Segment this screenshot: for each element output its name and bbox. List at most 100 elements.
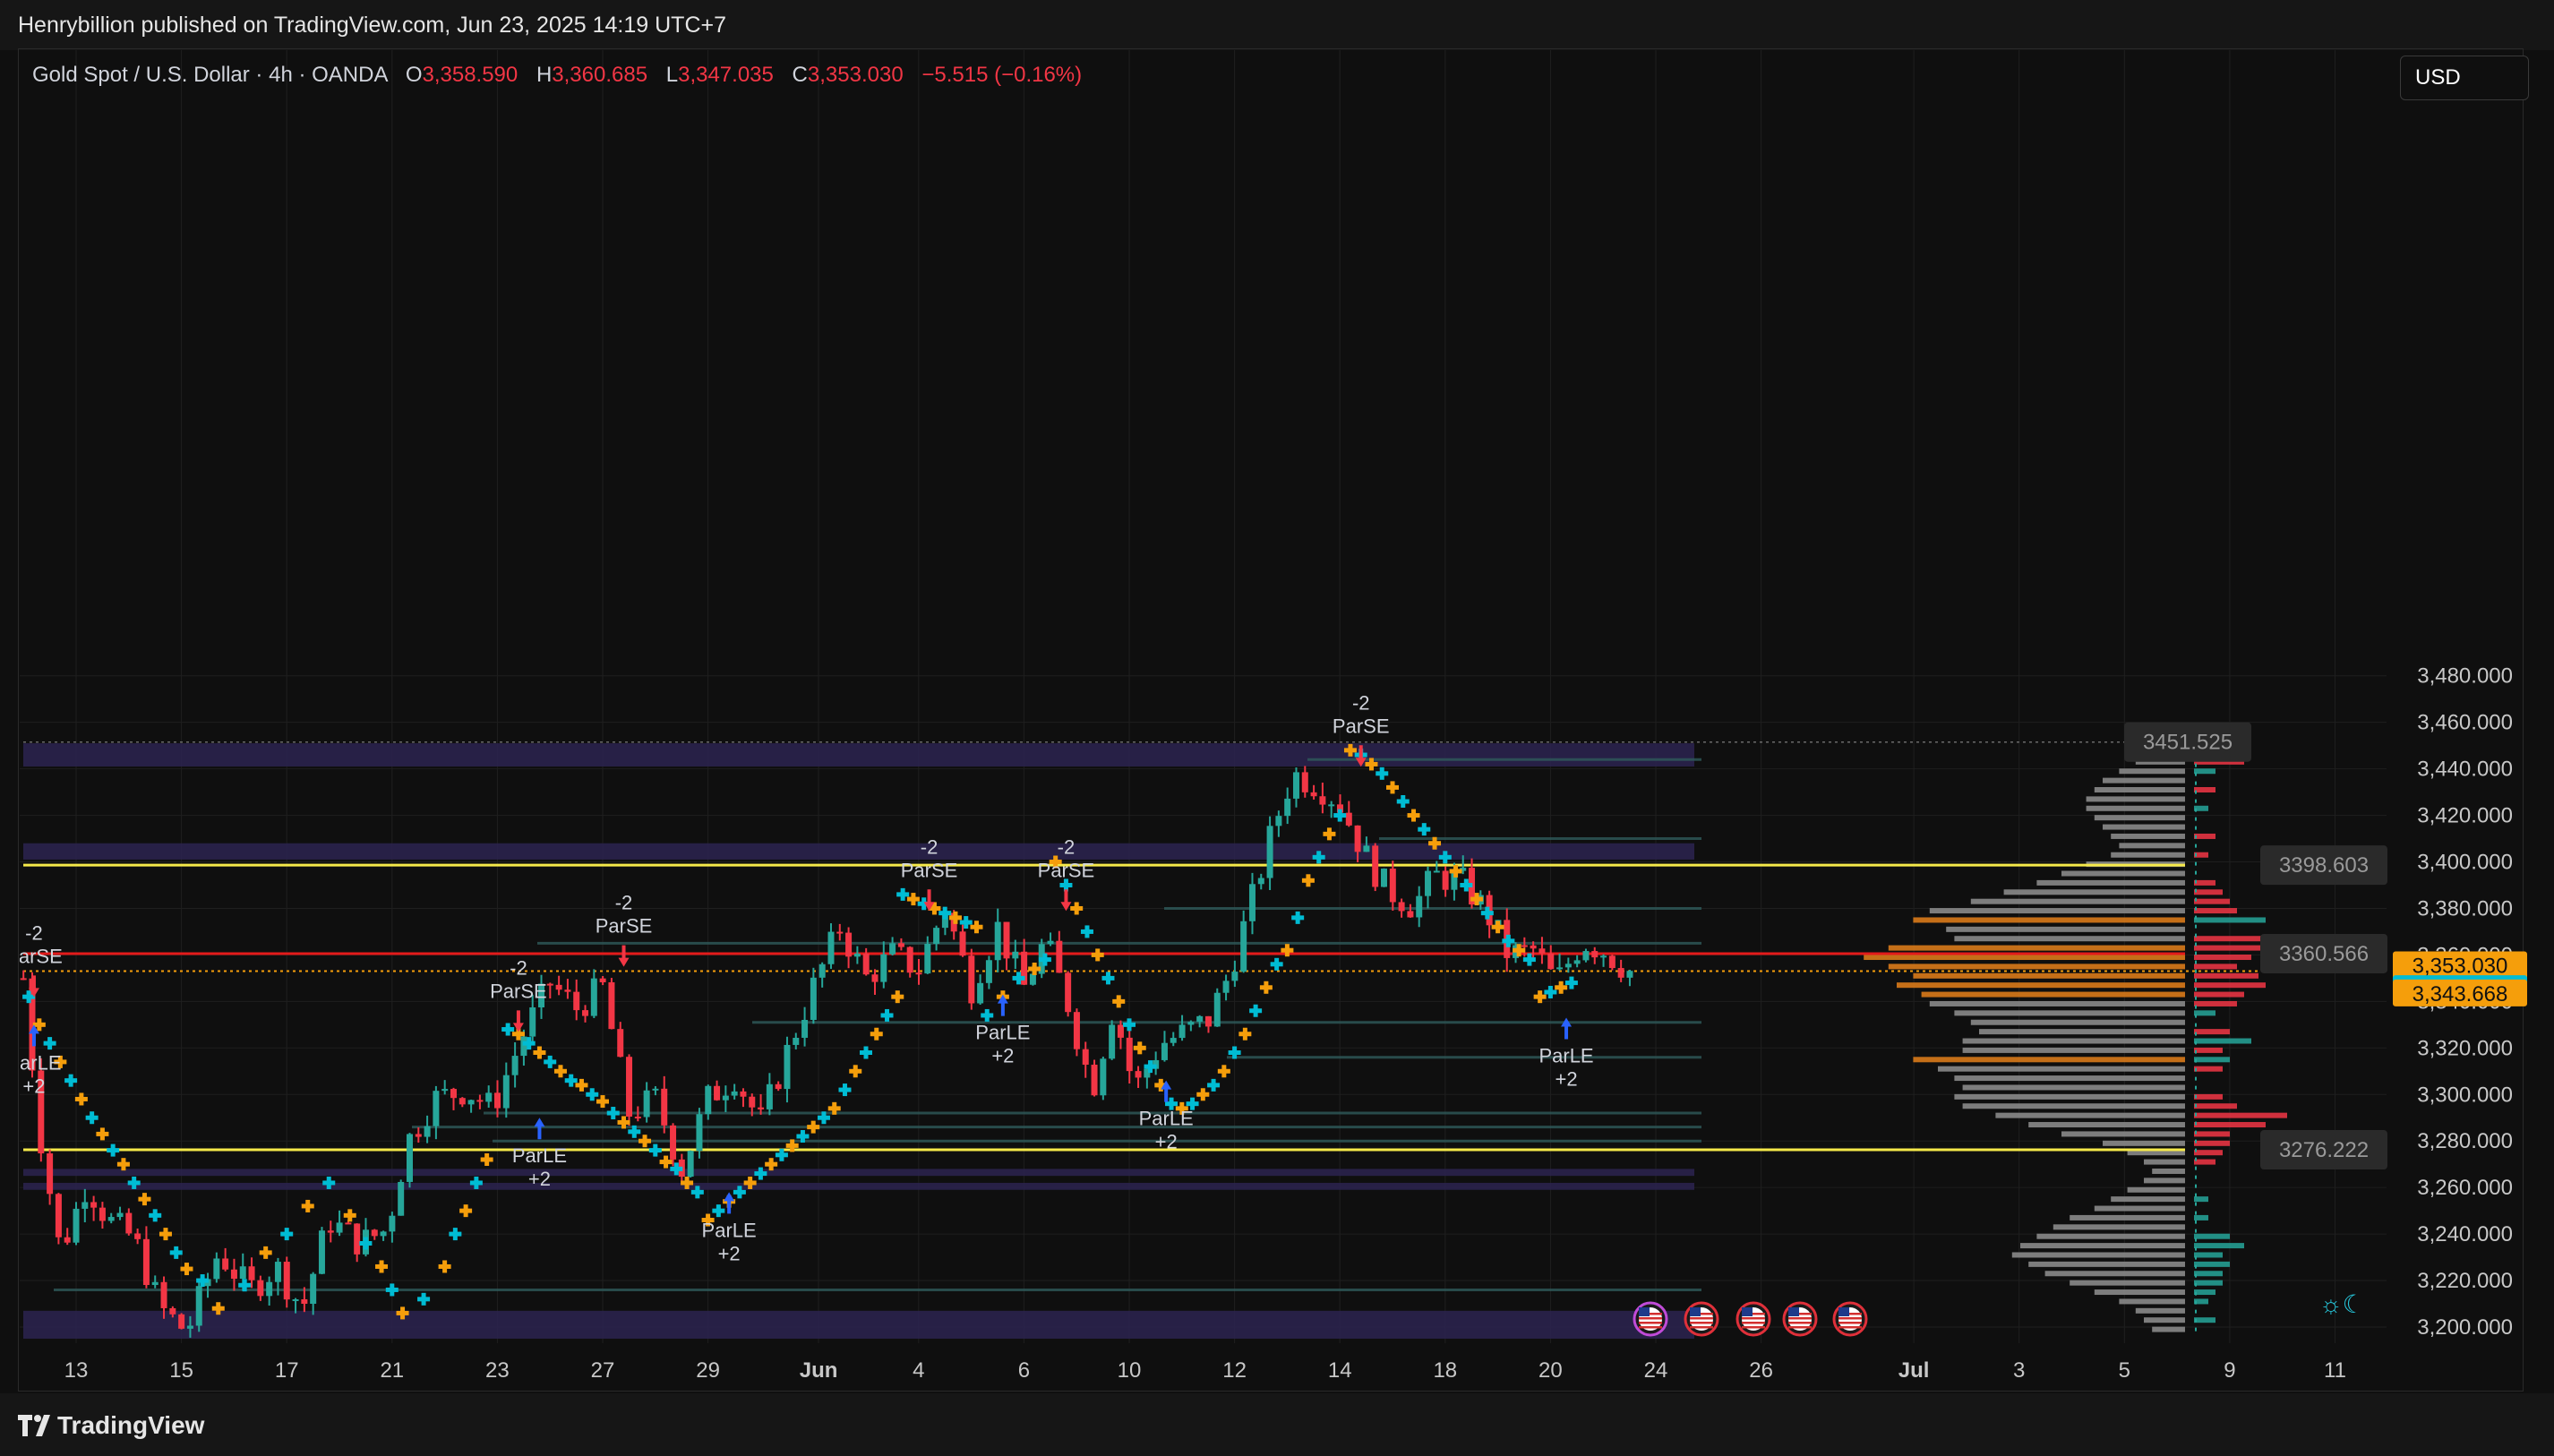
- candle-body: [1144, 1068, 1151, 1078]
- sar-dot-v: [1264, 981, 1269, 994]
- volume-profile-bar: [2152, 1326, 2185, 1332]
- volume-profile-bar: [2036, 879, 2185, 886]
- sar-dot-v: [921, 897, 927, 911]
- candle-body: [1213, 992, 1221, 1027]
- candle-body: [494, 1092, 501, 1109]
- supply-demand-zone: [23, 843, 1694, 860]
- candle-body: [1442, 870, 1449, 890]
- tradingview-brand[interactable]: TradingView: [57, 1411, 205, 1439]
- signal-label-qty: +2: [1155, 1131, 1178, 1153]
- sar-dot-v: [516, 1027, 521, 1041]
- sar-dot: [169, 1246, 183, 1259]
- volume-profile-bar: [1970, 1019, 2185, 1025]
- candle-body: [107, 1217, 115, 1221]
- tradingview-logo-icon[interactable]: [16, 1411, 52, 1440]
- signal-label-name: ParSE: [5, 945, 63, 967]
- sar-dot: [575, 1078, 588, 1092]
- sar-dot: [1502, 934, 1515, 947]
- sar-dot-v: [853, 1065, 858, 1078]
- open-value: 3,358.590: [422, 63, 519, 87]
- candle-body: [1564, 964, 1572, 968]
- volume-profile-side-bar: [2194, 833, 2215, 839]
- candle-body: [178, 1314, 185, 1329]
- volume-profile-side-bar: [2194, 1261, 2230, 1267]
- candle-body: [29, 978, 36, 1071]
- sar-dot: [807, 1120, 820, 1134]
- candle-body: [687, 1151, 694, 1178]
- candle-body: [1021, 951, 1028, 985]
- volume-profile-bar: [2127, 1186, 2185, 1193]
- volume-profile-side-bar: [2194, 917, 2266, 923]
- volume-profile-bar: [2144, 1159, 2185, 1165]
- volume-profile-bar: [1962, 1047, 2185, 1053]
- volume-profile-bar: [2144, 1317, 2185, 1323]
- candle-body: [1109, 1024, 1116, 1059]
- theme-icon[interactable]: ☼☾: [2319, 1290, 2365, 1318]
- high-value: 3,360.685: [552, 63, 648, 87]
- volume-profile-side-bar: [2194, 955, 2251, 961]
- sar-dot: [469, 1176, 483, 1189]
- sar-dot-v: [1169, 1097, 1174, 1110]
- volume-profile-bar: [2044, 1271, 2185, 1277]
- volume-profile-side-bar: [2194, 1103, 2237, 1109]
- sar-dot-v: [1316, 851, 1322, 864]
- candle-body: [1538, 948, 1546, 954]
- candle-body: [1012, 951, 1019, 959]
- sar-dot: [1228, 1046, 1241, 1059]
- sar-dot-v: [558, 1065, 563, 1078]
- sar-dot: [544, 1055, 557, 1068]
- candle-body: [634, 1117, 641, 1119]
- symbol-title[interactable]: Gold Spot / U.S. Dollar · 4h · OANDA: [32, 63, 388, 87]
- supply-demand-zone: [23, 1310, 1694, 1339]
- sar-dot-v: [1474, 893, 1479, 906]
- candle-body: [1082, 1049, 1089, 1066]
- sar-dot: [1438, 851, 1452, 864]
- candle-body: [705, 1085, 712, 1115]
- candle-body: [248, 1266, 255, 1280]
- price-label-text: 3,353.030: [2413, 955, 2508, 979]
- flag-stripe: [1639, 1326, 1662, 1329]
- sar-dot: [1564, 976, 1578, 989]
- sar-dot-v: [141, 1193, 147, 1206]
- x-tick-label: 23: [485, 1358, 510, 1383]
- volume-profile-side-bar: [2194, 1029, 2230, 1035]
- sar-dot-v: [569, 1074, 574, 1087]
- candle-body: [389, 1215, 396, 1232]
- volume-profile-bar: [1938, 1066, 2185, 1072]
- sar-dot-v: [1074, 902, 1079, 915]
- candle-body: [1617, 968, 1624, 978]
- sar-dot-v: [737, 1186, 742, 1199]
- sar-dot: [1270, 957, 1283, 971]
- y-tick-label: 3,440.000: [2417, 758, 2513, 782]
- volume-profile-side-bar: [2194, 1047, 2223, 1053]
- sar-dot: [1301, 874, 1315, 887]
- sar-dot: [1343, 743, 1357, 757]
- candle-body: [55, 1194, 62, 1238]
- sar-dot-v: [379, 1260, 384, 1273]
- sar-dot: [817, 1111, 830, 1125]
- volume-profile-side-bar: [2194, 805, 2208, 811]
- sar-dot-v: [579, 1078, 584, 1092]
- signal-arrow-up-icon: [534, 1118, 545, 1140]
- candle-body: [380, 1231, 387, 1237]
- volume-profile-bar: [1954, 1093, 2185, 1100]
- candle-body: [38, 1070, 45, 1154]
- chart-frame: [18, 48, 2524, 1392]
- currency-button[interactable]: USD: [2400, 56, 2529, 100]
- volume-profile-side-bar: [2194, 889, 2223, 895]
- signal-label-name: ParSE: [1333, 715, 1390, 737]
- sar-dot-v: [1558, 981, 1564, 994]
- sar-dot-v: [347, 1209, 353, 1222]
- sar-dot: [1238, 1027, 1252, 1041]
- volume-profile-bar: [2103, 824, 2185, 830]
- x-tick-label: 15: [169, 1358, 193, 1383]
- candle-body: [1073, 1012, 1080, 1049]
- sar-dot-v: [790, 1139, 795, 1152]
- candle-body: [582, 1010, 589, 1016]
- sar-dot: [211, 1302, 225, 1315]
- volume-profile-bar: [1888, 964, 2185, 970]
- sar-dot: [1091, 948, 1104, 962]
- sar-dot: [1144, 1060, 1157, 1074]
- sar-dot-v: [953, 911, 958, 924]
